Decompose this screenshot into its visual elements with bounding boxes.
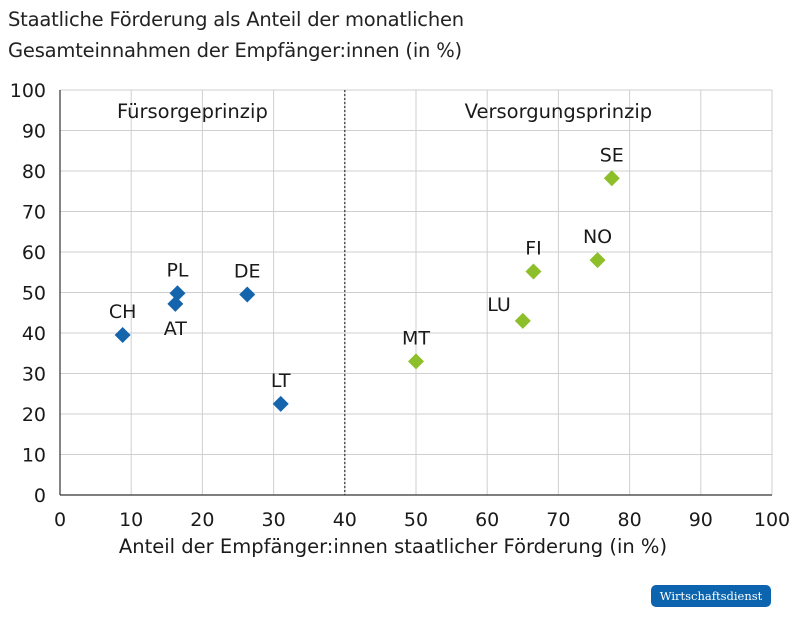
- data-point-se: [603, 170, 620, 187]
- data-label-no: NO: [583, 226, 612, 248]
- y-tick-label: 90: [22, 121, 46, 143]
- x-axis-label: Anteil der Empfänger:innen staatlicher F…: [119, 535, 667, 558]
- data-point-lu: [514, 312, 531, 329]
- y-tick-label: 100: [10, 80, 46, 102]
- publisher-badge: Wirtschaftsdienst: [651, 585, 771, 607]
- y-tick-label: 70: [22, 202, 46, 224]
- x-tick-label: 10: [119, 509, 143, 531]
- x-tick-label: 90: [689, 509, 713, 531]
- data-point-no: [589, 252, 606, 269]
- chart-title: Staatliche Förderung als Anteil der mona…: [8, 4, 464, 66]
- x-tick-label: 100: [754, 509, 790, 531]
- data-label-lt: LT: [271, 370, 291, 392]
- y-tick-label: 50: [22, 283, 46, 305]
- data-point-de: [239, 286, 256, 303]
- y-tick-label: 60: [22, 242, 46, 264]
- x-tick-label: 60: [475, 509, 499, 531]
- y-tick-label: 30: [22, 364, 46, 386]
- data-point-lt: [272, 395, 289, 412]
- data-point-at: [167, 295, 184, 312]
- y-tick-label: 10: [22, 445, 46, 467]
- x-tick-label: 0: [54, 509, 66, 531]
- x-tick-label: 80: [618, 509, 642, 531]
- x-tick-label: 70: [546, 509, 570, 531]
- x-tick-label: 40: [333, 509, 357, 531]
- x-tick-label: 20: [190, 509, 214, 531]
- chart-title-line-1: Staatliche Förderung als Anteil der mona…: [8, 8, 464, 31]
- data-label-de: DE: [234, 261, 261, 283]
- y-tick-label: 20: [22, 404, 46, 426]
- x-tick-label: 50: [404, 509, 428, 531]
- data-label-mt: MT: [402, 327, 430, 349]
- y-tick-label: 0: [34, 485, 46, 507]
- x-tick-label: 30: [262, 509, 286, 531]
- data-label-se: SE: [600, 144, 624, 166]
- y-tick-label: 40: [22, 323, 46, 345]
- data-point-ch: [114, 327, 131, 344]
- y-tick-label: 80: [22, 161, 46, 183]
- data-label-at: AT: [164, 318, 188, 340]
- data-label-lu: LU: [487, 294, 511, 316]
- data-label-ch: CH: [109, 301, 137, 323]
- chart-title-line-2: Gesamteinnahmen der Empfänger:innen (in …: [8, 39, 462, 62]
- data-label-pl: PL: [166, 259, 188, 281]
- data-point-fi: [525, 263, 542, 280]
- data-point-pl: [169, 285, 186, 302]
- region-label-right: Versorgungsprinzip: [465, 100, 652, 123]
- data-label-fi: FI: [525, 237, 542, 259]
- data-point-mt: [408, 353, 424, 370]
- region-label-left: Fürsorgeprinzip: [117, 100, 268, 123]
